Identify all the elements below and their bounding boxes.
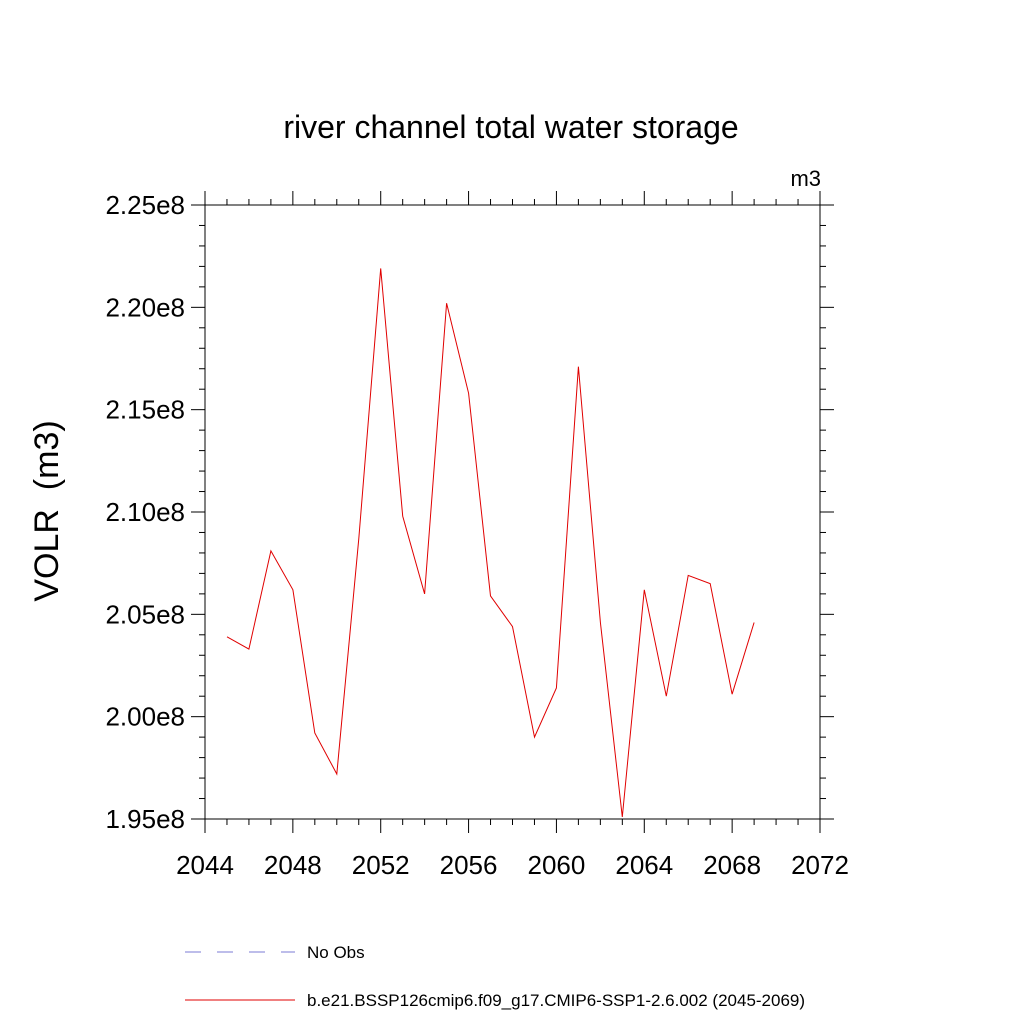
x-tick-label: 2072 [791,850,849,880]
y-axis-ticks: 1.95e8 2.00e8 2.05e8 2.10e8 2.15e8 2.20e8 2.25… [105,190,834,834]
x-tick-label: 2048 [264,850,322,880]
chart-title: river channel total water storage [283,109,738,145]
x-axis-ticks: 2044 2048 2052 2056 2060 2064 2068 2072 [176,191,849,880]
y-tick-label: 2.00e8 [105,702,185,732]
legend: No Obs b.e21.BSSP126cmip6.f09_g17.CMIP6-S… [185,943,805,1010]
x-tick-label: 2052 [352,850,410,880]
y-tick-label: 2.10e8 [105,497,185,527]
x-tick-label: 2044 [176,850,234,880]
y-tick-label: 2.20e8 [105,292,185,322]
x-tick-label: 2064 [615,850,673,880]
y-tick-label: 1.95e8 [105,804,185,834]
y-axis-label: VOLR (m3) [28,420,66,601]
y-tick-label: 2.05e8 [105,599,185,629]
y-tick-label: 2.15e8 [105,395,185,425]
y-tick-label: 2.25e8 [105,190,185,220]
legend-label: No Obs [307,943,365,962]
units-label: m3 [790,166,821,191]
x-tick-label: 2056 [440,850,498,880]
x-tick-label: 2060 [528,850,586,880]
x-tick-label: 2068 [703,850,761,880]
series-layer [226,268,755,818]
series-line [226,268,755,818]
legend-label: b.e21.BSSP126cmip6.f09_g17.CMIP6-SSP1-2.… [307,991,805,1010]
plot-frame [204,204,821,820]
